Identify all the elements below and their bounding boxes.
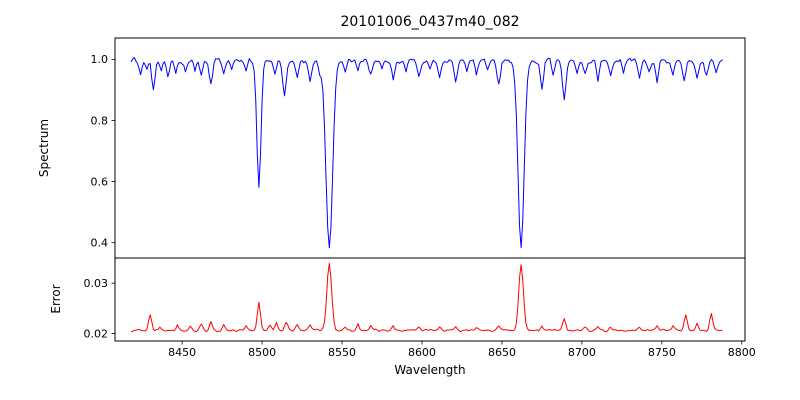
- y-tick-label: 0.02: [84, 327, 109, 340]
- x-tick-label: 8650: [488, 346, 516, 359]
- x-tick-label: 8750: [648, 346, 676, 359]
- y-tick-label: 0.8: [91, 114, 109, 127]
- x-tick-label: 8450: [168, 346, 196, 359]
- y-tick-label: 1.0: [91, 53, 109, 66]
- x-tick-label: 8800: [728, 346, 756, 359]
- x-tick-label: 8550: [328, 346, 356, 359]
- y-tick-label: 0.6: [91, 175, 109, 188]
- y-tick-label: 0.4: [91, 237, 109, 250]
- y-tick-label: 0.03: [84, 277, 109, 290]
- chart-title: 20101006_0437m40_082: [340, 14, 520, 30]
- error-frame: [114, 257, 746, 342]
- spectrum-curve: [130, 57, 723, 249]
- x-tick-label: 8600: [408, 346, 436, 359]
- x-tick-label: 8500: [248, 346, 276, 359]
- x-tick-label: 8700: [568, 346, 596, 359]
- x-axis-label: Wavelength: [394, 363, 466, 377]
- error-curve: [130, 262, 723, 333]
- spectrum-frame: [114, 37, 746, 259]
